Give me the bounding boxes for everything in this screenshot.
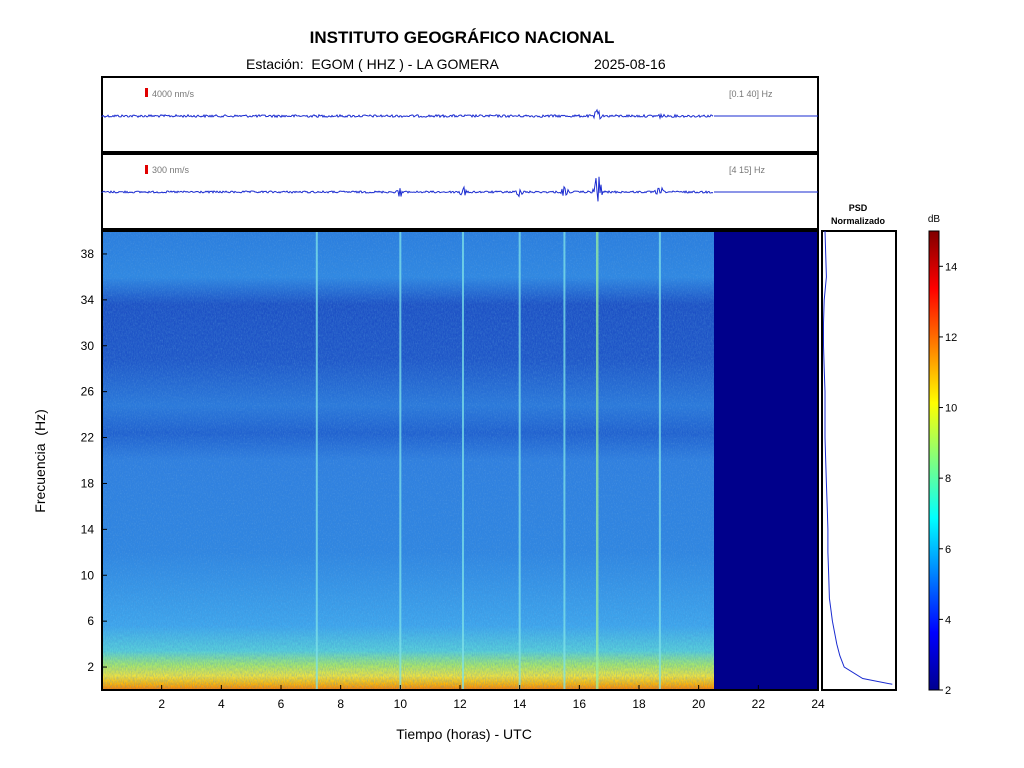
x-tick-label-24: 24 [811, 697, 825, 711]
trace-2-line [101, 176, 714, 202]
cb-tick-label-10: 10 [945, 403, 957, 415]
y-tick-label-22: 22 [81, 431, 95, 445]
trace-panel-1-frame [101, 76, 819, 153]
colorbar-ticks: 2 4 6 8 10 12 14 [939, 261, 957, 697]
trace-1-line [101, 108, 714, 120]
x-tick-label-22: 22 [752, 697, 766, 711]
colorbar-label: dB [928, 214, 941, 225]
cb-tick-label-2: 2 [945, 685, 951, 697]
spectrogram-noise-light [102, 231, 714, 690]
y-tick-label-18: 18 [81, 476, 95, 490]
scale-marker-2 [145, 165, 148, 174]
y-tick-label-30: 30 [81, 339, 95, 353]
y-tick-label-2: 2 [87, 660, 94, 674]
x-tick-label-6: 6 [278, 697, 285, 711]
x-tick-label-18: 18 [632, 697, 646, 711]
station-label: Estación: [246, 56, 304, 72]
y-tick-label-10: 10 [81, 568, 95, 582]
cb-tick-label-6: 6 [945, 544, 951, 556]
scale-marker-1 [145, 88, 148, 97]
x-tick-label-20: 20 [692, 697, 706, 711]
cb-tick-label-12: 12 [945, 332, 957, 344]
date-label: 2025-08-16 [594, 56, 666, 72]
station-info: Estación: EGOM ( HHZ ) - LA GOMERA [246, 56, 499, 72]
y-tick-label-6: 6 [87, 614, 94, 628]
colorbar-scale [928, 230, 940, 691]
trace-panel-1: 4000 nm/s [0.1 40] Hz [101, 76, 819, 153]
scale-label-1: 4000 nm/s [152, 89, 195, 99]
figure-title: INSTITUTO GEOGRÁFICO NACIONAL [309, 28, 615, 47]
x-axis-label: Tiempo (horas) - UTC [396, 726, 532, 742]
x-tick-label-8: 8 [337, 697, 344, 711]
x-tick-label-16: 16 [573, 697, 587, 711]
y-tick-label-26: 26 [81, 385, 95, 399]
psd-panel: PSD Normalizado [821, 203, 897, 691]
x-tick-label-2: 2 [158, 697, 165, 711]
spectrogram-panel: 2 4 6 8 10 12 14 16 18 20 22 24 261014182226303438 … [32, 230, 825, 742]
x-axis: 2 4 6 8 10 12 14 16 18 20 22 24 [158, 685, 825, 711]
x-tick-label-10: 10 [394, 697, 408, 711]
cb-tick-label-8: 8 [945, 473, 951, 485]
x-tick-label-4: 4 [218, 697, 225, 711]
spectrogram-event-lines [315, 231, 661, 690]
x-tick-label-12: 12 [453, 697, 467, 711]
cb-tick-label-14: 14 [945, 261, 957, 273]
band-label-1: [0.1 40] Hz [729, 89, 773, 99]
psd-title-2: Normalizado [831, 216, 886, 226]
y-axis-label: Frecuencia (Hz) [32, 409, 48, 512]
band-label-2: [4 15] Hz [729, 165, 766, 175]
scale-label-2: 300 nm/s [152, 165, 190, 175]
station-value: EGOM ( HHZ ) - LA GOMERA [311, 56, 499, 72]
cb-tick-label-4: 4 [945, 614, 951, 626]
psd-line [823, 230, 893, 685]
psd-title-1: PSD [849, 203, 868, 213]
trace-panel-2: 300 nm/s [4 15] Hz [101, 153, 819, 230]
colorbar: dB 2 4 6 8 10 12 14 [928, 214, 957, 697]
x-tick-label-14: 14 [513, 697, 527, 711]
no-data-region [714, 231, 818, 690]
y-tick-label-14: 14 [81, 522, 95, 536]
y-tick-label-38: 38 [81, 247, 95, 261]
y-tick-label-34: 34 [81, 293, 95, 307]
psd-frame [821, 230, 897, 691]
